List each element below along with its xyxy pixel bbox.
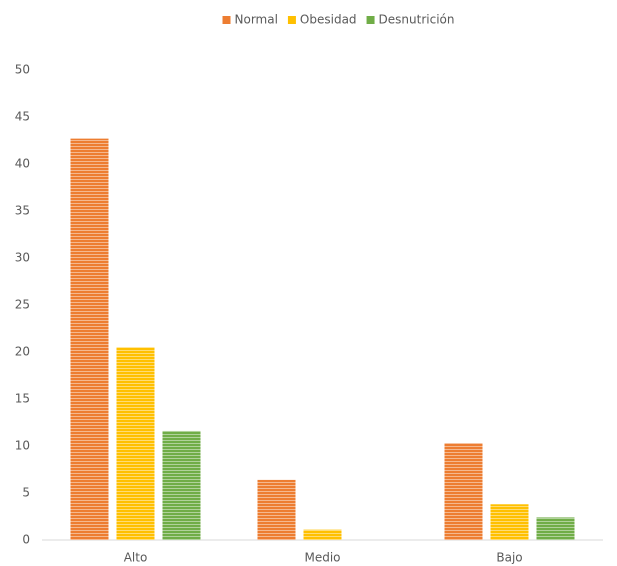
- bar: [257, 479, 296, 540]
- bar: [490, 504, 529, 540]
- bar: [70, 138, 109, 540]
- y-tick-label: 20: [15, 345, 30, 359]
- y-tick-label: 10: [15, 439, 30, 453]
- legend-swatch: [366, 16, 375, 24]
- y-tick-label: 5: [22, 486, 30, 500]
- y-tick-label: 25: [15, 298, 30, 312]
- y-tick-label: 50: [15, 63, 30, 77]
- legend-label: Normal: [235, 13, 278, 27]
- y-tick-label: 0: [22, 533, 30, 547]
- y-tick-label: 40: [15, 157, 30, 171]
- bar: [162, 430, 201, 540]
- x-tick-label: Bajo: [496, 551, 522, 565]
- bar: [303, 529, 342, 540]
- legend: Normal Obesidad Desnutrición: [222, 13, 455, 27]
- legend-swatch: [287, 16, 296, 24]
- bar: [444, 443, 483, 540]
- bar: [116, 347, 155, 540]
- legend-label: Obesidad: [300, 13, 357, 27]
- y-tick-label: 35: [15, 204, 30, 218]
- y-tick-label: 30: [15, 251, 30, 265]
- legend-label: Desnutrición: [379, 13, 455, 27]
- legend-swatch: [222, 16, 231, 24]
- bar: [536, 517, 575, 540]
- x-tick-label: Alto: [124, 551, 148, 565]
- x-tick-label: Medio: [304, 551, 340, 565]
- y-tick-label: 15: [15, 392, 30, 406]
- y-tick-label: 45: [15, 110, 30, 124]
